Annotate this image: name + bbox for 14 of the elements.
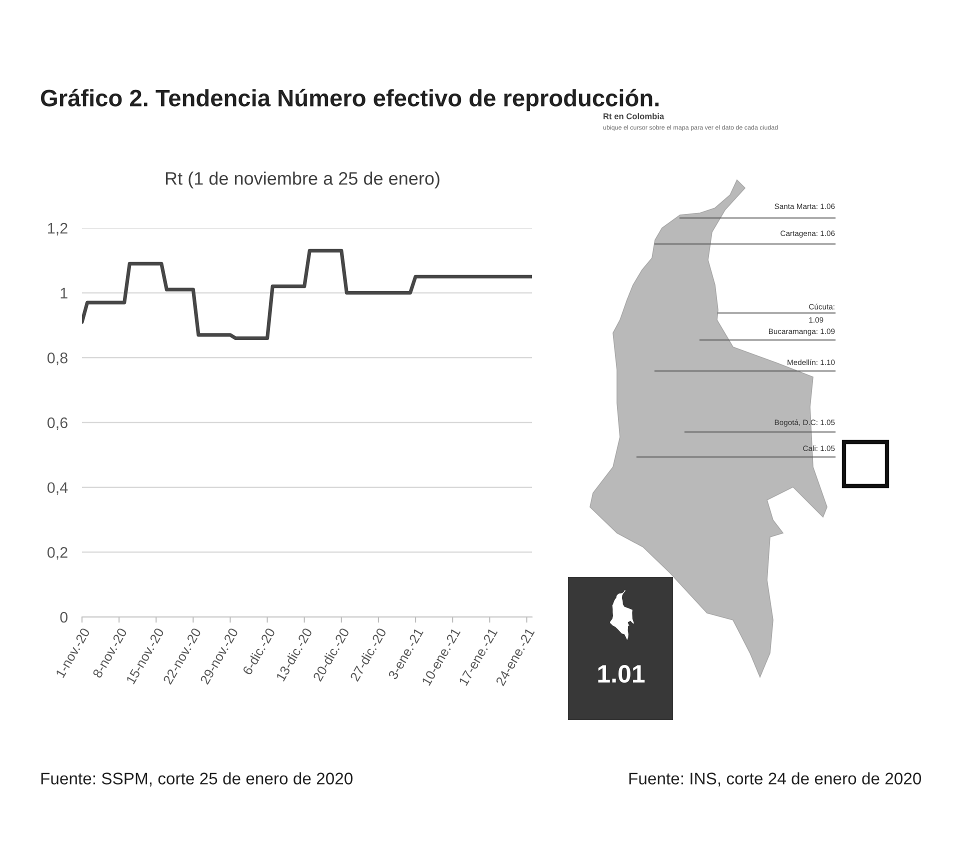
y-tick-label: 0 — [60, 612, 68, 623]
y-tick-label: 0,6 — [47, 417, 68, 430]
y-tick-label: 0,2 — [47, 547, 68, 560]
chart-title: Gráfico 2. Tendencia Número efectivo de reproducción. — [40, 88, 659, 112]
y-tick-label: 1,2 — [48, 222, 68, 236]
text: 1.01 — [598, 665, 645, 683]
source-note: Fuente: SSPM, corte 25 de enero de 2020 — [41, 772, 353, 786]
y-tick-label: 1 — [60, 288, 68, 298]
text: Rt en Colombia — [604, 113, 664, 120]
line-series — [82, 248, 532, 340]
chart-subtitle: Rt (1 de noviembre a 25 de enero) — [166, 172, 440, 188]
source-note: Fuente: INS, corte 24 de enero de 2020 — [629, 772, 922, 786]
y-tick-label: 0,8 — [47, 352, 68, 366]
y-tick-label: 0,4 — [47, 482, 68, 495]
